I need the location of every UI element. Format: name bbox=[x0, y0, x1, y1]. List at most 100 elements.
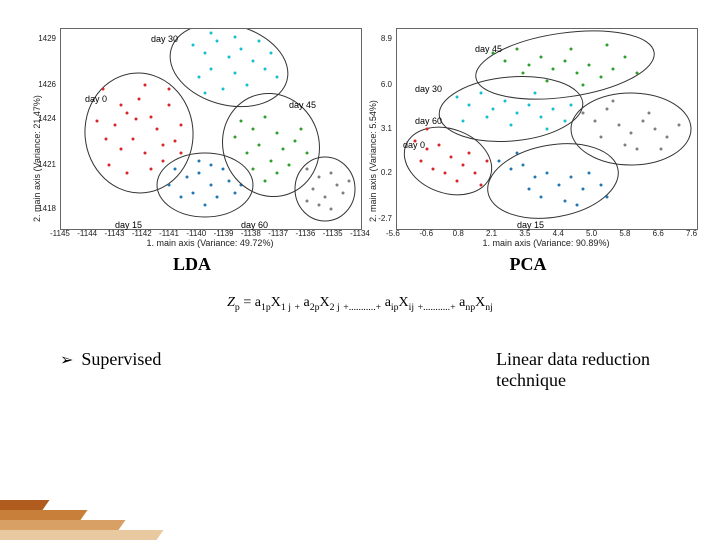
x-tick: 5.0 bbox=[586, 229, 597, 238]
data-point bbox=[420, 160, 423, 163]
data-point bbox=[480, 184, 483, 187]
accent-stripe bbox=[0, 520, 126, 530]
x-tick: -1144 bbox=[77, 229, 97, 238]
data-point bbox=[528, 64, 531, 67]
data-point bbox=[318, 176, 321, 179]
data-point bbox=[588, 64, 591, 67]
data-point bbox=[192, 192, 195, 195]
data-point bbox=[666, 136, 669, 139]
data-point bbox=[498, 160, 501, 163]
data-point bbox=[120, 104, 123, 107]
data-point bbox=[234, 192, 237, 195]
data-point bbox=[294, 140, 297, 143]
data-point bbox=[612, 100, 615, 103]
x-tick: 3.5 bbox=[519, 229, 530, 238]
data-point bbox=[276, 132, 279, 135]
data-point bbox=[636, 148, 639, 151]
data-point bbox=[630, 132, 633, 135]
data-point bbox=[234, 36, 237, 39]
data-point bbox=[504, 100, 507, 103]
corner-accent bbox=[0, 480, 200, 540]
y-tick: 1424 bbox=[26, 114, 56, 123]
data-point bbox=[198, 172, 201, 175]
x-tick: -1139 bbox=[214, 229, 234, 238]
data-point bbox=[600, 76, 603, 79]
data-point bbox=[516, 152, 519, 155]
data-point bbox=[234, 72, 237, 75]
data-point bbox=[510, 168, 513, 171]
data-point bbox=[552, 68, 555, 71]
plot-area: day 0day 15day 30day 45day 60 bbox=[396, 28, 698, 230]
data-point bbox=[348, 180, 351, 183]
y-tick: 1429 bbox=[26, 34, 56, 43]
data-point bbox=[264, 68, 267, 71]
data-point bbox=[582, 188, 585, 191]
data-point bbox=[600, 136, 603, 139]
y-tick: 8.9 bbox=[362, 34, 392, 43]
data-point bbox=[558, 184, 561, 187]
data-point bbox=[534, 176, 537, 179]
data-point bbox=[216, 40, 219, 43]
cluster-label: day 60 bbox=[415, 116, 442, 126]
data-point bbox=[126, 112, 129, 115]
data-point bbox=[564, 60, 567, 63]
data-point bbox=[462, 120, 465, 123]
linear-reduction-line: Linear data reduction bbox=[496, 349, 650, 370]
data-point bbox=[135, 118, 138, 121]
data-point bbox=[270, 52, 273, 55]
data-point bbox=[318, 204, 321, 207]
data-point bbox=[96, 120, 99, 123]
x-tick: -1142 bbox=[132, 229, 152, 238]
cluster-ellipse bbox=[61, 29, 361, 229]
data-point bbox=[486, 160, 489, 163]
data-point bbox=[174, 140, 177, 143]
data-point bbox=[216, 196, 219, 199]
data-point bbox=[480, 92, 483, 95]
data-point bbox=[180, 152, 183, 155]
x-tick: -1135 bbox=[323, 229, 343, 238]
data-point bbox=[426, 148, 429, 151]
data-point bbox=[426, 128, 429, 131]
y-tick: -2.7 bbox=[362, 214, 392, 223]
data-point bbox=[606, 44, 609, 47]
x-tick: -1141 bbox=[159, 229, 179, 238]
data-point bbox=[450, 156, 453, 159]
data-point bbox=[324, 196, 327, 199]
data-point bbox=[678, 124, 681, 127]
data-point bbox=[456, 180, 459, 183]
data-point bbox=[570, 176, 573, 179]
arrow-icon: ➢ bbox=[60, 349, 73, 373]
linear-reduction-line: technique bbox=[496, 370, 650, 391]
data-point bbox=[228, 56, 231, 59]
cluster-ellipse bbox=[61, 29, 361, 229]
data-point bbox=[186, 176, 189, 179]
cluster-ellipse bbox=[61, 29, 361, 229]
y-tick: 1421 bbox=[26, 160, 56, 169]
data-point bbox=[102, 88, 105, 91]
data-point bbox=[588, 172, 591, 175]
x-tick: 2.1 bbox=[486, 229, 497, 238]
data-point bbox=[468, 104, 471, 107]
x-tick: 7.6 bbox=[686, 229, 697, 238]
data-point bbox=[288, 164, 291, 167]
data-point bbox=[150, 168, 153, 171]
x-tick: -1145 bbox=[50, 229, 70, 238]
data-point bbox=[252, 168, 255, 171]
data-point bbox=[522, 164, 525, 167]
data-point bbox=[276, 172, 279, 175]
data-point bbox=[210, 32, 213, 35]
accent-stripe bbox=[0, 530, 164, 540]
cluster-label: day 30 bbox=[151, 34, 178, 44]
x-axis-label: 1. main axis (Variance: 90.89%) bbox=[396, 238, 696, 248]
x-tick: -1140 bbox=[186, 229, 206, 238]
data-point bbox=[624, 56, 627, 59]
x-tick: -1143 bbox=[105, 229, 125, 238]
x-tick: -5.6 bbox=[386, 229, 400, 238]
data-point bbox=[210, 184, 213, 187]
y-axis-label: 2. main axis (Variance: 5.54%) bbox=[368, 100, 378, 222]
data-point bbox=[474, 172, 477, 175]
data-point bbox=[516, 48, 519, 51]
data-point bbox=[252, 60, 255, 63]
supervised-bullet: ➢ Supervised bbox=[60, 349, 161, 391]
cluster-ellipse bbox=[61, 29, 361, 229]
